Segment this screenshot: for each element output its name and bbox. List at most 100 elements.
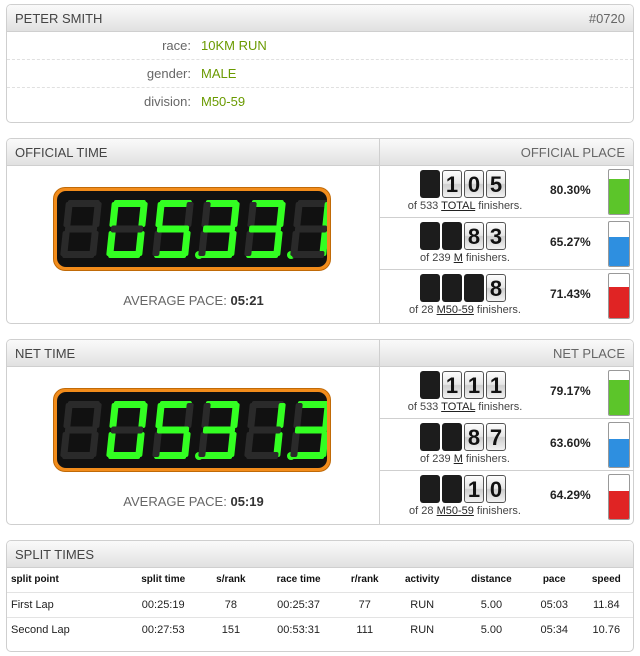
net-header: NET TIME NET PLACE: [7, 340, 633, 367]
net-clock-digit-3-segment-d: [200, 452, 233, 459]
net-clock-digit-0-segment-a: [67, 401, 100, 408]
official-header: OFFICIAL TIME OFFICIAL PLACE: [7, 139, 633, 166]
official-clock-digit-0-segment-c: [89, 231, 99, 256]
official-clock-digit-2-segment-f: [155, 202, 165, 227]
column-header: speed: [591, 574, 621, 586]
place-percentile: 71.43%: [550, 287, 591, 301]
official-place-row-total: 1 0 5 of 533 TOTAL finishers. 80.30%: [380, 166, 633, 218]
net-time-area: AVERAGE PACE: 05:19: [7, 367, 380, 524]
split-cell: 00:25:19: [122, 591, 204, 617]
place-digit-tile: [420, 274, 440, 302]
category-link[interactable]: TOTAL: [441, 401, 476, 413]
official-clock-digit-2-segment-e: [152, 231, 162, 256]
split-cell: 77: [339, 591, 391, 617]
net-clock-digit-4-segment-f: [247, 403, 257, 428]
split-cell: 5.00: [453, 591, 529, 617]
place-counter: 8: [420, 274, 506, 302]
split-cell: 151: [203, 616, 259, 642]
net-clock-digit-4-segment-g: [248, 426, 282, 434]
split-times-table: split point split time s/rank race time r/ra…: [7, 568, 633, 642]
net-clock-digit-4-segment-b: [276, 403, 286, 428]
column-header: distance: [471, 574, 512, 586]
official-clock-digit-0-segment-g: [64, 225, 98, 233]
race-label: race:: [162, 38, 191, 53]
pace-value: 05:21: [230, 293, 264, 308]
official-clock-digit-4-segment-f: [247, 202, 257, 227]
official-clock-digit-0-segment-d: [62, 251, 95, 258]
official-clock-digit-4-segment-a: [251, 200, 284, 207]
official-clock-digit-2-segment-a: [159, 200, 192, 207]
place-digit-tile: 5: [486, 170, 506, 198]
net-clock-digit-0-segment-f: [63, 403, 73, 428]
finishers-text: of 533 TOTAL finishers.: [407, 200, 523, 212]
official-time-area: AVERAGE PACE: 05:21: [7, 166, 380, 323]
official-clock-digit-5-segment-b: [322, 202, 327, 227]
finishers-text: of 239 M finishers.: [420, 252, 510, 264]
net-place-area: 1 1 1 of 533 TOTAL finishers. 79.17% 8 7 of 239…: [380, 367, 633, 524]
category-link[interactable]: M: [453, 252, 463, 264]
official-clock-digit-3-segment-f: [201, 202, 211, 227]
net-clock-digit-1-segment-a: [113, 401, 146, 408]
split-row: First Lap 00:25:19 78 00:25:37 77 RUN 5.00 05:0…: [7, 591, 633, 617]
column-header: s/rank: [216, 574, 246, 586]
official-clock-digit-4-segment-c: [273, 231, 283, 256]
official-clock-digit-1-segment-g: [110, 225, 144, 233]
net-clock-digit-0-segment-g: [64, 426, 98, 434]
net-clock-digit-1-segment-c: [135, 432, 145, 457]
column-header: activity: [404, 574, 440, 586]
place-digit-tile: [464, 274, 484, 302]
net-clock-digit-5-segment-d: [292, 452, 325, 459]
net-clock-digit-2-segment-f: [155, 403, 165, 428]
finishers-text: of 28 M50-59 finishers.: [409, 304, 521, 316]
place-percentile: 63.60%: [550, 436, 591, 450]
category-link[interactable]: TOTAL: [441, 200, 476, 212]
split-cell: 05:03: [528, 591, 580, 617]
split-cell: 10.76: [579, 616, 633, 642]
info-row-gender: gender: MALE: [7, 60, 633, 88]
official-clock-digit-5-segment-c: [319, 231, 327, 256]
net-place-title: NET PLACE: [552, 346, 625, 361]
place-digit-tile: 7: [486, 423, 506, 451]
net-clock-digit-3-segment-e: [198, 432, 208, 457]
percentile-bar-fill: [609, 237, 629, 266]
column-header: r/rank: [350, 574, 379, 586]
split-cell: 00:27:53: [122, 616, 204, 642]
official-time-title: OFFICIAL TIME: [15, 145, 108, 160]
percentile-bar: [608, 422, 630, 468]
category-link[interactable]: M50-59: [436, 505, 474, 517]
finishers-text: of 28 M50-59 finishers.: [409, 505, 521, 517]
official-clock-digit-4-segment-d: [246, 251, 279, 258]
net-clock-digit-3-segment-f: [201, 403, 211, 428]
official-clock-digit-4-segment-g: [248, 225, 282, 233]
net-clock-digit-2-segment-a: [159, 401, 192, 408]
place-percentile: 65.27%: [550, 235, 591, 249]
official-time-panel: OFFICIAL TIME OFFICIAL PLACE AVERAGE PAC…: [6, 138, 634, 324]
runner-name: PETER SMITH: [15, 11, 103, 26]
place-digit-tile: [420, 423, 440, 451]
percentile-bar: [608, 169, 630, 215]
net-place-row-m: 8 7 of 239 M finishers. 63.60%: [380, 419, 633, 471]
net-clock-digit-5-segment-g: [294, 426, 327, 434]
split-cell: 111: [339, 616, 391, 642]
net-clock-digit-1-segment-g: [110, 426, 144, 434]
place-digit-tile: [442, 423, 462, 451]
official-clock-digit-2-segment-d: [154, 251, 187, 258]
category-link[interactable]: M50-59: [436, 304, 474, 316]
official-clock-digit-2-segment-c: [181, 231, 191, 256]
percentile-bar: [608, 370, 630, 416]
net-place-row-m50-59: 1 0 of 28 M50-59 finishers. 64.29%: [380, 471, 633, 523]
category-link[interactable]: M: [453, 453, 463, 465]
gender-label: gender:: [146, 66, 191, 81]
place-digit-tile: [442, 222, 462, 250]
net-clock-digit-1-segment-f: [109, 403, 119, 428]
percentile-bar: [608, 474, 630, 520]
official-clock-digit-3-segment-b: [230, 202, 240, 227]
official-clock-digit-4-segment-b: [276, 202, 286, 227]
official-place-area: 1 0 5 of 533 TOTAL finishers. 80.30% 8 3 of 239…: [380, 166, 633, 323]
split-row: Second Lap 00:27:53 151 00:53:31 111 RUN 5.00 0…: [7, 616, 633, 642]
place-digit-tile: 1: [486, 371, 506, 399]
net-clock-digit-0-segment-e: [60, 432, 70, 457]
percentile-bar-fill: [609, 178, 629, 214]
